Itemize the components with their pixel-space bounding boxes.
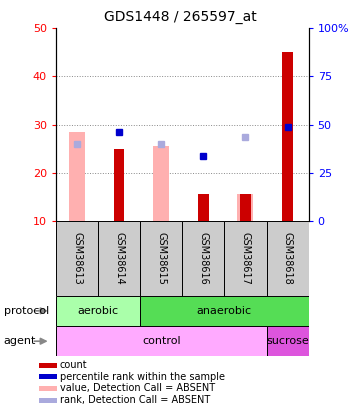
Text: GDS1448 / 265597_at: GDS1448 / 265597_at [104,10,257,24]
Text: GSM38618: GSM38618 [283,232,293,285]
Bar [198,194,209,221]
Text: percentile rank within the sample: percentile rank within the sample [60,372,225,382]
Bar [114,149,125,221]
Text: aerobic: aerobic [78,306,119,316]
Bar [56,221,98,296]
Bar [266,221,309,296]
Text: agent: agent [4,336,36,346]
Text: count: count [60,360,88,370]
Bar [39,386,57,391]
Text: GSM38616: GSM38616 [198,232,208,285]
Bar [238,194,253,221]
Text: GSM38613: GSM38613 [72,232,82,285]
Bar [140,296,309,326]
Bar [225,221,266,296]
Bar [153,146,169,221]
Bar [39,398,57,403]
Bar [140,221,182,296]
Text: sucrose: sucrose [266,336,309,346]
Text: GSM38614: GSM38614 [114,232,124,285]
Text: protocol: protocol [4,306,49,316]
Text: control: control [142,336,180,346]
Bar [266,326,309,356]
Bar [182,221,225,296]
Text: value, Detection Call = ABSENT: value, Detection Call = ABSENT [60,384,215,394]
Bar [98,221,140,296]
Bar [240,194,251,221]
Bar [56,326,266,356]
Bar [282,52,293,221]
Bar [69,132,85,221]
Text: rank, Detection Call = ABSENT: rank, Detection Call = ABSENT [60,395,210,405]
Bar [39,374,57,379]
Text: GSM38617: GSM38617 [240,232,251,285]
Bar [39,363,57,368]
Bar [56,296,140,326]
Text: GSM38615: GSM38615 [156,232,166,285]
Text: anaerobic: anaerobic [197,306,252,316]
